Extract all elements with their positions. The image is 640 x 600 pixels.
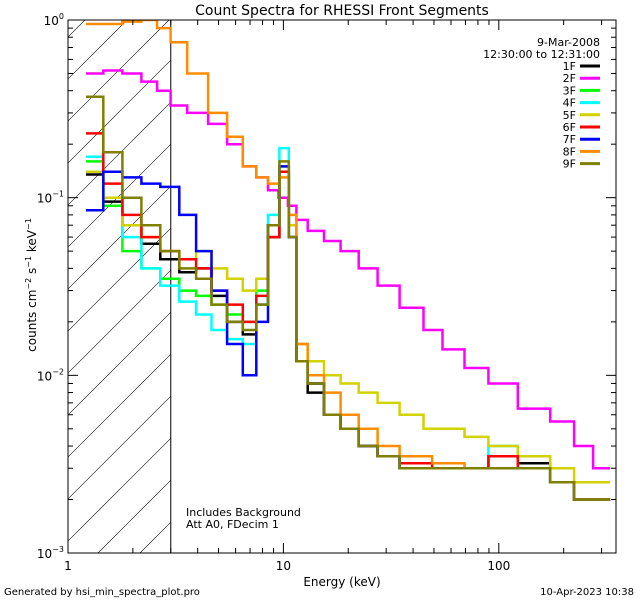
hatch-line (602, 20, 640, 553)
series-line-5f (86, 165, 611, 484)
hatch-line (0, 20, 43, 553)
plot-frame (67, 19, 617, 554)
x-tick-label: 10 (276, 559, 291, 573)
y-label-part-b: s (25, 268, 39, 278)
y-tick-label: 10−1 (37, 190, 64, 206)
hatch-line (0, 20, 1, 553)
hatch-line (308, 20, 640, 553)
y-label-part-c: keV (25, 229, 39, 256)
legend-label-1f: 1F (563, 60, 576, 73)
hatch-line (68, 59, 171, 164)
legend-time-range: 12:30:00 to 12:31:00 (483, 48, 600, 61)
annotation-background: Includes Background (186, 506, 301, 519)
hatch-line (68, 227, 171, 332)
annotation-attenuator: Att A0, FDecim 1 (186, 518, 279, 531)
hatch-line (68, 20, 170, 122)
chart-title: Count Spectra for RHESSI Front Segments (195, 3, 489, 19)
legend-label-3f: 3F (563, 84, 576, 97)
series-line-8f (86, 20, 611, 501)
y-label-sup-b: −1 (24, 256, 33, 268)
legend-label-9f: 9F (563, 158, 576, 171)
legend-label-7f: 7F (563, 133, 576, 146)
hatch-line (68, 101, 171, 206)
y-label-sup-a: −2 (24, 278, 33, 290)
series-line-1f (86, 170, 611, 501)
hatch-line (476, 20, 640, 553)
x-tick-label: 100 (487, 559, 510, 573)
hatch-line (224, 20, 640, 553)
legend-label-8f: 8F (563, 145, 576, 158)
y-tick-label: 100 (44, 12, 64, 28)
hatch-line (266, 20, 640, 553)
y-tick-label: 10−3 (37, 545, 64, 561)
series-line-7f (86, 165, 611, 501)
hatch-line (68, 395, 171, 500)
x-axis-label: Energy (keV) (303, 575, 380, 589)
legend: 9-Mar-2008 12:30:00 to 12:31:00 1F2F3F4F… (483, 36, 600, 171)
footer-timestamp: 10-Apr-2023 10:38 (540, 587, 634, 598)
series-line-4f (86, 146, 611, 501)
hatch-line (68, 437, 171, 542)
hatched-region (0, 20, 640, 553)
hatch-line (68, 143, 171, 248)
y-axis-label: counts cm−2 s−1 keV−1 (24, 218, 39, 352)
y-label-sup-c: −1 (24, 218, 33, 230)
hatch-line (392, 20, 640, 553)
hatch-line (68, 20, 86, 38)
hatch-line (68, 353, 171, 458)
hatch-line (68, 185, 171, 290)
legend-label-4f: 4F (563, 97, 576, 110)
y-label-part-a: counts cm (25, 290, 39, 352)
series-line-2f (86, 69, 611, 470)
hatch-line (68, 269, 171, 374)
hatch-line (68, 20, 128, 80)
legend-label-6f: 6F (563, 121, 576, 134)
hatch-line (518, 20, 640, 553)
legend-label-5f: 5F (563, 109, 576, 122)
x-tick-label: 1 (64, 559, 72, 573)
legend-label-2f: 2F (563, 72, 576, 85)
y-tick-label: 10−2 (37, 367, 64, 383)
legend-date: 9-Mar-2008 (537, 36, 600, 49)
footer-generated-by: Generated by hsi_min_spectra_plot.pro (4, 587, 200, 598)
series-layer (86, 20, 611, 501)
series-line-3f (86, 160, 611, 501)
annotation: Includes Background Att A0, FDecim 1 (186, 506, 301, 531)
hatch-line (434, 20, 640, 553)
hatch-lines (0, 20, 640, 553)
axis-ticks: 1 10 100 10−3 10−2 10−1 100 (37, 12, 616, 573)
series-line-9f (86, 95, 611, 501)
